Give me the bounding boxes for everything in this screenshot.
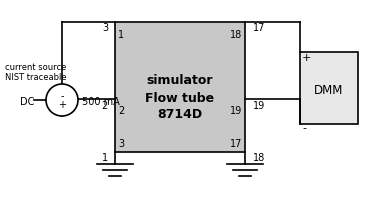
Text: 2: 2 bbox=[102, 101, 108, 111]
Bar bbox=[115, 22, 245, 152]
Text: Flow tube: Flow tube bbox=[146, 92, 214, 105]
Bar bbox=[300, 52, 358, 124]
Text: 17: 17 bbox=[253, 23, 265, 33]
Text: 19: 19 bbox=[253, 101, 265, 111]
Text: 1: 1 bbox=[102, 153, 108, 163]
Text: 3: 3 bbox=[102, 23, 108, 33]
Text: simulator: simulator bbox=[147, 75, 213, 88]
Text: -: - bbox=[302, 123, 306, 133]
Text: 17: 17 bbox=[230, 139, 242, 149]
Text: DC: DC bbox=[20, 97, 34, 107]
Text: +: + bbox=[58, 100, 66, 110]
Text: 8714D: 8714D bbox=[157, 109, 203, 122]
Text: 1: 1 bbox=[118, 30, 124, 40]
Text: 2: 2 bbox=[118, 106, 124, 116]
Text: 18: 18 bbox=[230, 30, 242, 40]
Text: current source: current source bbox=[5, 63, 66, 72]
Text: NIST traceable: NIST traceable bbox=[5, 74, 67, 83]
Text: 3: 3 bbox=[118, 139, 124, 149]
Text: 18: 18 bbox=[253, 153, 265, 163]
Text: DMM: DMM bbox=[314, 84, 344, 97]
Text: +: + bbox=[302, 53, 311, 63]
Ellipse shape bbox=[46, 84, 78, 116]
Text: -: - bbox=[60, 91, 64, 101]
Text: 19: 19 bbox=[230, 106, 242, 116]
Text: 500 mA: 500 mA bbox=[82, 97, 120, 107]
